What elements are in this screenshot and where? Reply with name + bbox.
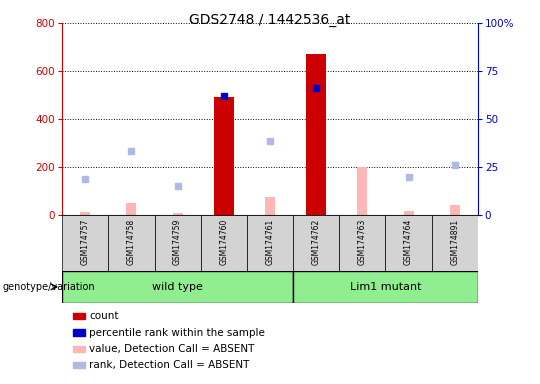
Text: Lim1 mutant: Lim1 mutant <box>350 282 421 292</box>
Bar <box>214 98 233 215</box>
Text: GSM174759: GSM174759 <box>173 218 182 265</box>
FancyBboxPatch shape <box>293 215 339 271</box>
Bar <box>403 212 414 215</box>
Bar <box>450 205 460 215</box>
Text: GSM174764: GSM174764 <box>404 218 413 265</box>
Bar <box>126 203 137 215</box>
Bar <box>307 54 326 215</box>
Bar <box>73 346 85 352</box>
Text: GSM174763: GSM174763 <box>358 218 367 265</box>
FancyBboxPatch shape <box>293 271 478 303</box>
FancyBboxPatch shape <box>386 215 431 271</box>
Bar <box>80 212 90 215</box>
Text: GSM174758: GSM174758 <box>127 218 136 265</box>
Bar <box>357 167 368 215</box>
Text: genotype/variation: genotype/variation <box>3 282 96 292</box>
Bar <box>172 213 183 215</box>
FancyBboxPatch shape <box>62 271 293 303</box>
FancyBboxPatch shape <box>62 215 109 271</box>
Text: GSM174760: GSM174760 <box>219 218 228 265</box>
Bar <box>73 329 85 336</box>
FancyBboxPatch shape <box>154 215 201 271</box>
FancyBboxPatch shape <box>339 215 386 271</box>
Text: GSM174762: GSM174762 <box>312 218 321 265</box>
FancyBboxPatch shape <box>247 215 293 271</box>
Text: GDS2748 / 1442536_at: GDS2748 / 1442536_at <box>190 13 350 27</box>
Text: GSM174757: GSM174757 <box>80 218 90 265</box>
Text: percentile rank within the sample: percentile rank within the sample <box>89 328 265 338</box>
Text: wild type: wild type <box>152 282 203 292</box>
Text: value, Detection Call = ABSENT: value, Detection Call = ABSENT <box>89 344 254 354</box>
Text: count: count <box>89 311 119 321</box>
Bar <box>265 197 275 215</box>
Text: GSM174891: GSM174891 <box>450 219 460 265</box>
FancyBboxPatch shape <box>431 215 478 271</box>
FancyBboxPatch shape <box>109 215 154 271</box>
FancyBboxPatch shape <box>201 215 247 271</box>
Text: rank, Detection Call = ABSENT: rank, Detection Call = ABSENT <box>89 360 249 370</box>
Bar <box>73 313 85 319</box>
Bar <box>73 362 85 368</box>
Text: GSM174761: GSM174761 <box>266 218 274 265</box>
